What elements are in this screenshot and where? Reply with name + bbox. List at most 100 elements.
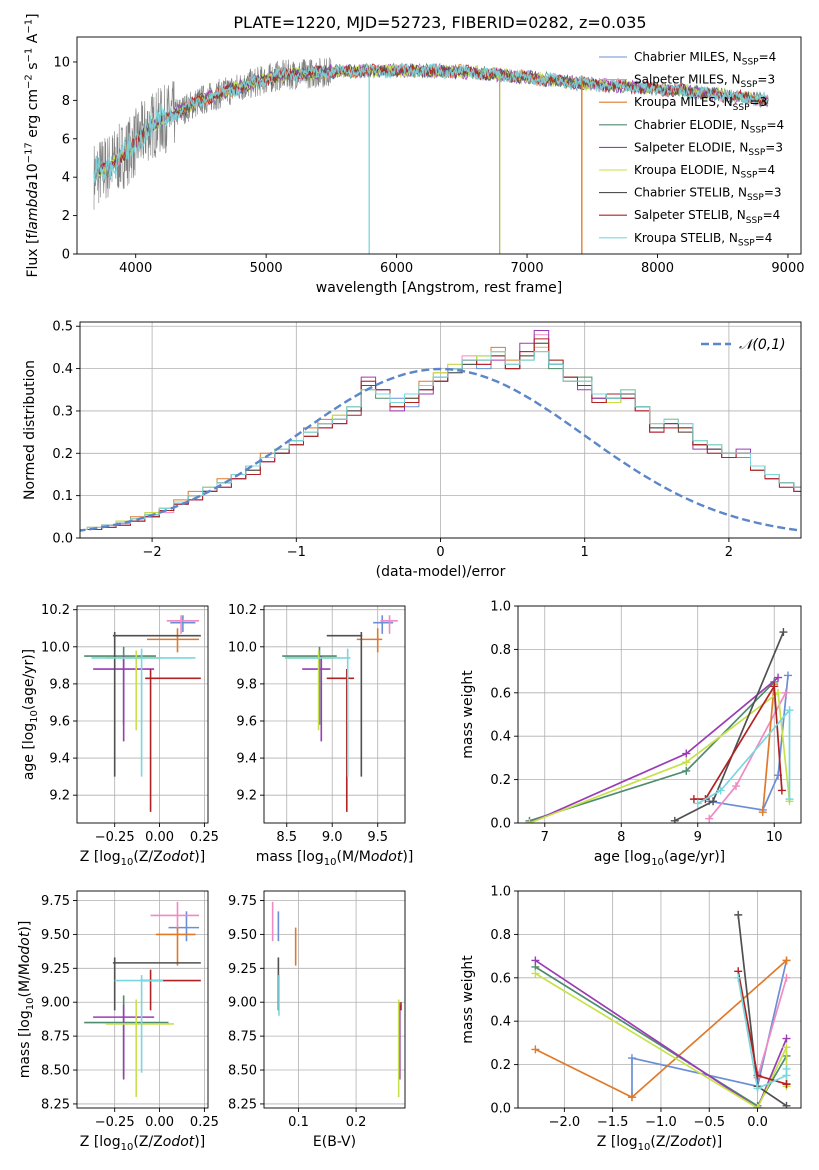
weight-series-7 bbox=[693, 683, 783, 800]
label-fragment: Z [log bbox=[597, 1134, 638, 1150]
axes-frame bbox=[263, 890, 406, 1109]
label-fragment: Chabrier STELIB, N bbox=[634, 186, 747, 200]
y-tick-label: 0.6 bbox=[490, 686, 511, 701]
y-tick-label: 9.6 bbox=[236, 714, 257, 729]
weight-marker-4 bbox=[782, 1034, 791, 1043]
y-tick-label: 0.2 bbox=[52, 447, 73, 462]
x-tick-label: 8 bbox=[617, 830, 625, 845]
y-tick-label: 10 bbox=[53, 55, 70, 70]
weight-series-8 bbox=[697, 707, 791, 805]
label-fragment: (age/yr)] bbox=[664, 849, 725, 865]
y-axis-label: Normed distribution bbox=[22, 360, 38, 500]
weight-series-2 bbox=[761, 684, 776, 813]
plot-area-age-vs-mass bbox=[282, 615, 398, 812]
label-fragment: Kroupa STELIB, N bbox=[634, 231, 738, 245]
weight-marker-6 bbox=[782, 1101, 791, 1108]
y-tick-label: 0.2 bbox=[490, 1058, 511, 1073]
y-tick-label: 8.50 bbox=[41, 1064, 70, 1079]
weight-marker-8 bbox=[785, 706, 794, 715]
y-axis-label: age [log10​(age/yr)] bbox=[21, 649, 40, 780]
axes-mass-vs-Z: −0.25 0.00 0.25 8.25 8.50 8.75 9.00 9.25 9.50 9.7… bbox=[17, 890, 219, 1153]
axes-mass-vs-EBV: 0.1 0.2 8.25 8.50 8.75 9.00 9.25 9.50 9.75 E(B-V) bbox=[228, 890, 406, 1150]
y-tick-label: 9.6 bbox=[49, 714, 70, 729]
x-tick-label: −1 bbox=[287, 545, 306, 560]
y-tick-label: 8.75 bbox=[228, 1030, 257, 1045]
label-fragment: SSP bbox=[742, 58, 759, 68]
label-fragment: SSP bbox=[738, 238, 755, 248]
label-fragment: SSP bbox=[741, 171, 758, 181]
y-tick-label: 8.25 bbox=[41, 1097, 70, 1112]
label-fragment: −17 bbox=[23, 142, 34, 163]
axes-residuals: −2 −1 0 1 2 0.0 0.1 0.2 0.3 0.4 0.5 (data-model)/er… bbox=[22, 320, 802, 580]
plot-area-weight-vs-age bbox=[525, 628, 794, 823]
label-fragment: −1 bbox=[23, 19, 34, 34]
label-fragment: Kroupa MILES, N bbox=[634, 95, 733, 109]
x-tick-label: 8000 bbox=[641, 261, 674, 276]
x-tick-label: 9 bbox=[694, 830, 702, 845]
x-tick-label: −0.5 bbox=[693, 1115, 725, 1130]
plot-area-mass-vs-Z bbox=[84, 901, 201, 1098]
y-tick-label: 9.25 bbox=[228, 962, 257, 977]
weight-series-5 bbox=[529, 691, 791, 823]
label-fragment: erg cm bbox=[25, 89, 41, 142]
label-fragment: 10 bbox=[638, 1142, 651, 1153]
x-tick-label: 0.1 bbox=[288, 1115, 309, 1130]
y-tick-label: 0.3 bbox=[52, 404, 73, 419]
weight-marker-6 bbox=[779, 628, 788, 637]
legend-label-normal: 𝒩(0,1) bbox=[739, 337, 786, 353]
y-tick-label: 0.5 bbox=[52, 320, 73, 335]
weight-marker-1 bbox=[731, 782, 740, 791]
label-fragment: Z [log bbox=[80, 1134, 121, 1150]
axes-frame bbox=[517, 605, 802, 824]
label-fragment: (Z/Z bbox=[650, 1134, 679, 1150]
label-fragment: Normed distribution bbox=[22, 360, 38, 500]
label-fragment: Chabrier MILES, N bbox=[634, 50, 742, 64]
y-tick-label: 0.1 bbox=[52, 489, 73, 504]
figure-title: PLATE=1220, MJD=52723, FIBERID=0282, z=0… bbox=[233, 13, 646, 32]
weight-marker-6 bbox=[734, 910, 743, 919]
model-fit-line-8 bbox=[93, 62, 769, 183]
x-tick-label: 4000 bbox=[119, 261, 152, 276]
histogram-series-2 bbox=[80, 346, 801, 530]
label-fragment: 10 bbox=[121, 1142, 134, 1153]
y-tick-label: 0.8 bbox=[490, 643, 511, 658]
x-axis-label: Z [log10​(Z/Zodot)] bbox=[597, 1134, 722, 1153]
y-tick-label: 8.75 bbox=[41, 1030, 70, 1045]
spectrum-legend: Chabrier MILES, NSSP​=4 Salpeter MILES, N… bbox=[599, 50, 784, 248]
plot-area-residuals bbox=[80, 330, 801, 532]
label-fragment: mass weight bbox=[460, 670, 476, 759]
weight-marker-5 bbox=[525, 819, 534, 823]
label-fragment: (Z/Z bbox=[133, 1134, 162, 1150]
axes-weight-vs-age: 7 8 9 10 0.0 0.2 0.4 0.6 0.8 1.0 age [log10​(age/y… bbox=[460, 600, 802, 868]
label-fragment: Salpeter STELIB, N bbox=[634, 208, 746, 222]
x-tick-label: 9.0 bbox=[322, 830, 343, 845]
x-tick-label: −0.25 bbox=[95, 1115, 135, 1130]
label-fragment: 10 bbox=[25, 163, 41, 181]
y-tick-label: 1.0 bbox=[490, 600, 511, 615]
label-fragment: lambda bbox=[25, 181, 41, 233]
label-fragment: Z [log bbox=[80, 849, 121, 865]
x-tick-label: 10 bbox=[766, 830, 783, 845]
weight-marker-6 bbox=[670, 816, 679, 823]
y-tick-label: 10.0 bbox=[41, 640, 70, 655]
label-fragment: mass [log bbox=[256, 849, 324, 865]
label-fragment: SSP bbox=[747, 193, 764, 203]
x-tick-label: 1 bbox=[581, 545, 589, 560]
y-axis-label: mass [log10​(M/Modot)] bbox=[17, 921, 36, 1079]
y-tick-label: 8.50 bbox=[228, 1064, 257, 1079]
y-tick-label: 4 bbox=[62, 171, 70, 186]
plot-area-mass-vs-EBV bbox=[271, 901, 402, 1098]
plot-area-spectrum bbox=[93, 57, 769, 254]
axes-age-vs-mass: 8.5 9.0 9.5 9.2 9.4 9.6 9.8 10.0 10.2 mass [log10… bbox=[228, 603, 413, 868]
weight-series-3 bbox=[529, 681, 775, 822]
y-tick-label: 8 bbox=[62, 94, 70, 109]
x-tick-label: 0.2 bbox=[346, 1115, 367, 1130]
weight-marker-4 bbox=[774, 673, 783, 682]
label-fragment: =3 bbox=[764, 186, 782, 200]
label-fragment: =4 bbox=[755, 231, 773, 245]
label-fragment: 10 bbox=[651, 857, 664, 868]
label-fragment: 10 bbox=[121, 857, 134, 868]
x-tick-label: 9000 bbox=[771, 261, 804, 276]
axes-frame bbox=[76, 605, 209, 824]
